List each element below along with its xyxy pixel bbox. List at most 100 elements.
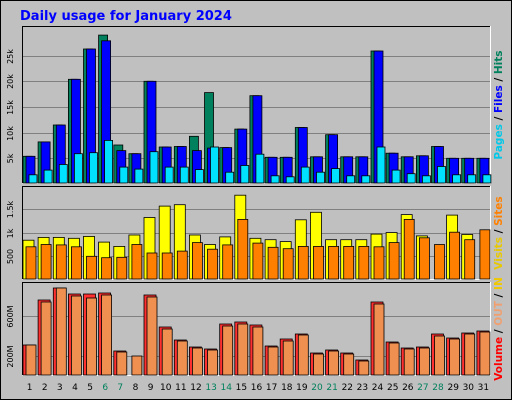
bar <box>346 175 356 184</box>
bar <box>58 164 68 184</box>
bar <box>313 245 324 280</box>
x-tick-label: 25 <box>387 383 398 393</box>
bar <box>270 175 280 184</box>
bar <box>194 169 204 184</box>
x-tick-label: 22 <box>342 383 353 393</box>
bar <box>285 176 295 184</box>
legend-entry: Visits <box>493 237 505 270</box>
x-tick-label: 19 <box>296 383 308 393</box>
x-tick-label: 1 <box>27 383 33 393</box>
bar <box>55 244 67 280</box>
bar <box>479 331 491 376</box>
bar <box>316 171 325 184</box>
bar <box>164 166 174 184</box>
legend-entry: / <box>493 226 505 237</box>
x-tick-label: 12 <box>190 383 201 393</box>
bar <box>237 218 249 280</box>
bar <box>86 297 97 376</box>
bar <box>161 252 173 280</box>
bar <box>146 252 158 280</box>
bar <box>343 245 355 280</box>
bar <box>252 326 264 376</box>
bar <box>388 342 400 376</box>
bar <box>479 229 491 280</box>
x-tick-label: 6 <box>102 383 108 393</box>
bar <box>300 166 310 184</box>
bar <box>101 257 112 280</box>
x-tick-label: 26 <box>402 383 414 393</box>
chart-title: Daily usage for January 2024 <box>20 9 232 24</box>
y-tick-label: 5k <box>6 153 15 163</box>
bar <box>222 244 234 280</box>
bar <box>437 166 446 184</box>
bar <box>373 303 385 376</box>
bar <box>179 166 189 184</box>
x-tick-label: 31 <box>478 383 489 393</box>
x-tick-label: 11 <box>175 383 186 393</box>
panel-legend: Pages / Files / Hits <box>493 50 505 159</box>
legend-entry: Files <box>493 85 505 113</box>
x-tick-label: 5 <box>87 383 93 393</box>
bar <box>252 242 264 280</box>
bar <box>74 153 83 184</box>
bar <box>134 168 144 184</box>
bar <box>207 349 218 376</box>
bar <box>104 139 113 184</box>
y-tick-label: 10k <box>6 126 15 141</box>
bar <box>358 245 370 280</box>
legend-entry: Hits <box>493 50 505 74</box>
chart-panels: 5k 10k 15k 20k 25k 500 1k 1.5k 200M 600M <box>6 26 492 376</box>
x-tick-label: 29 <box>447 383 459 393</box>
bar <box>89 152 98 184</box>
bar <box>467 174 477 184</box>
legend-entry: OUT <box>493 300 505 325</box>
bar <box>313 353 324 376</box>
x-tick-label: 27 <box>417 383 428 393</box>
bar <box>482 174 492 184</box>
bar <box>116 351 128 376</box>
bar <box>449 338 461 376</box>
bar <box>328 350 340 376</box>
x-tick-label: 3 <box>57 383 63 393</box>
bar <box>86 255 97 280</box>
bar <box>449 231 461 280</box>
legend-entry: IN <box>493 277 505 290</box>
bar <box>222 325 234 376</box>
bar <box>297 245 309 280</box>
bar <box>388 242 400 280</box>
bar <box>267 346 279 376</box>
bar <box>146 296 158 376</box>
bar <box>255 153 265 184</box>
legend-entry: Volume <box>493 337 505 381</box>
x-tick-label: 9 <box>148 383 154 393</box>
x-tick-label: 28 <box>432 383 444 393</box>
bar <box>391 169 401 184</box>
bar <box>418 237 430 280</box>
bar <box>131 355 143 376</box>
bar <box>240 165 250 184</box>
x-axis-days: 1 2 3 4 5 6 7 8 9 10 11 12 13 14 15 16 17 18 19 20 21 22 23 24 2… <box>27 383 489 393</box>
bar <box>131 244 143 280</box>
bar <box>28 174 38 184</box>
y-tick-label: 500 <box>6 249 15 264</box>
panel-1: 5k 10k 15k 20k 25k <box>6 26 492 184</box>
bar <box>297 334 309 376</box>
bar <box>343 353 355 376</box>
bar <box>191 242 203 280</box>
bar <box>328 245 340 280</box>
x-tick-label: 17 <box>266 383 277 393</box>
bar <box>25 246 37 280</box>
bar <box>331 168 341 184</box>
bar <box>210 146 219 184</box>
y-tick-label: 200M <box>6 345 15 367</box>
bar <box>101 294 112 376</box>
bar <box>237 323 249 376</box>
bar <box>207 248 218 280</box>
bar <box>116 256 128 280</box>
x-tick-label: 15 <box>236 383 247 393</box>
bar <box>176 340 188 376</box>
bar <box>176 250 188 280</box>
legend-entry: / <box>493 290 505 301</box>
bar <box>464 239 476 280</box>
